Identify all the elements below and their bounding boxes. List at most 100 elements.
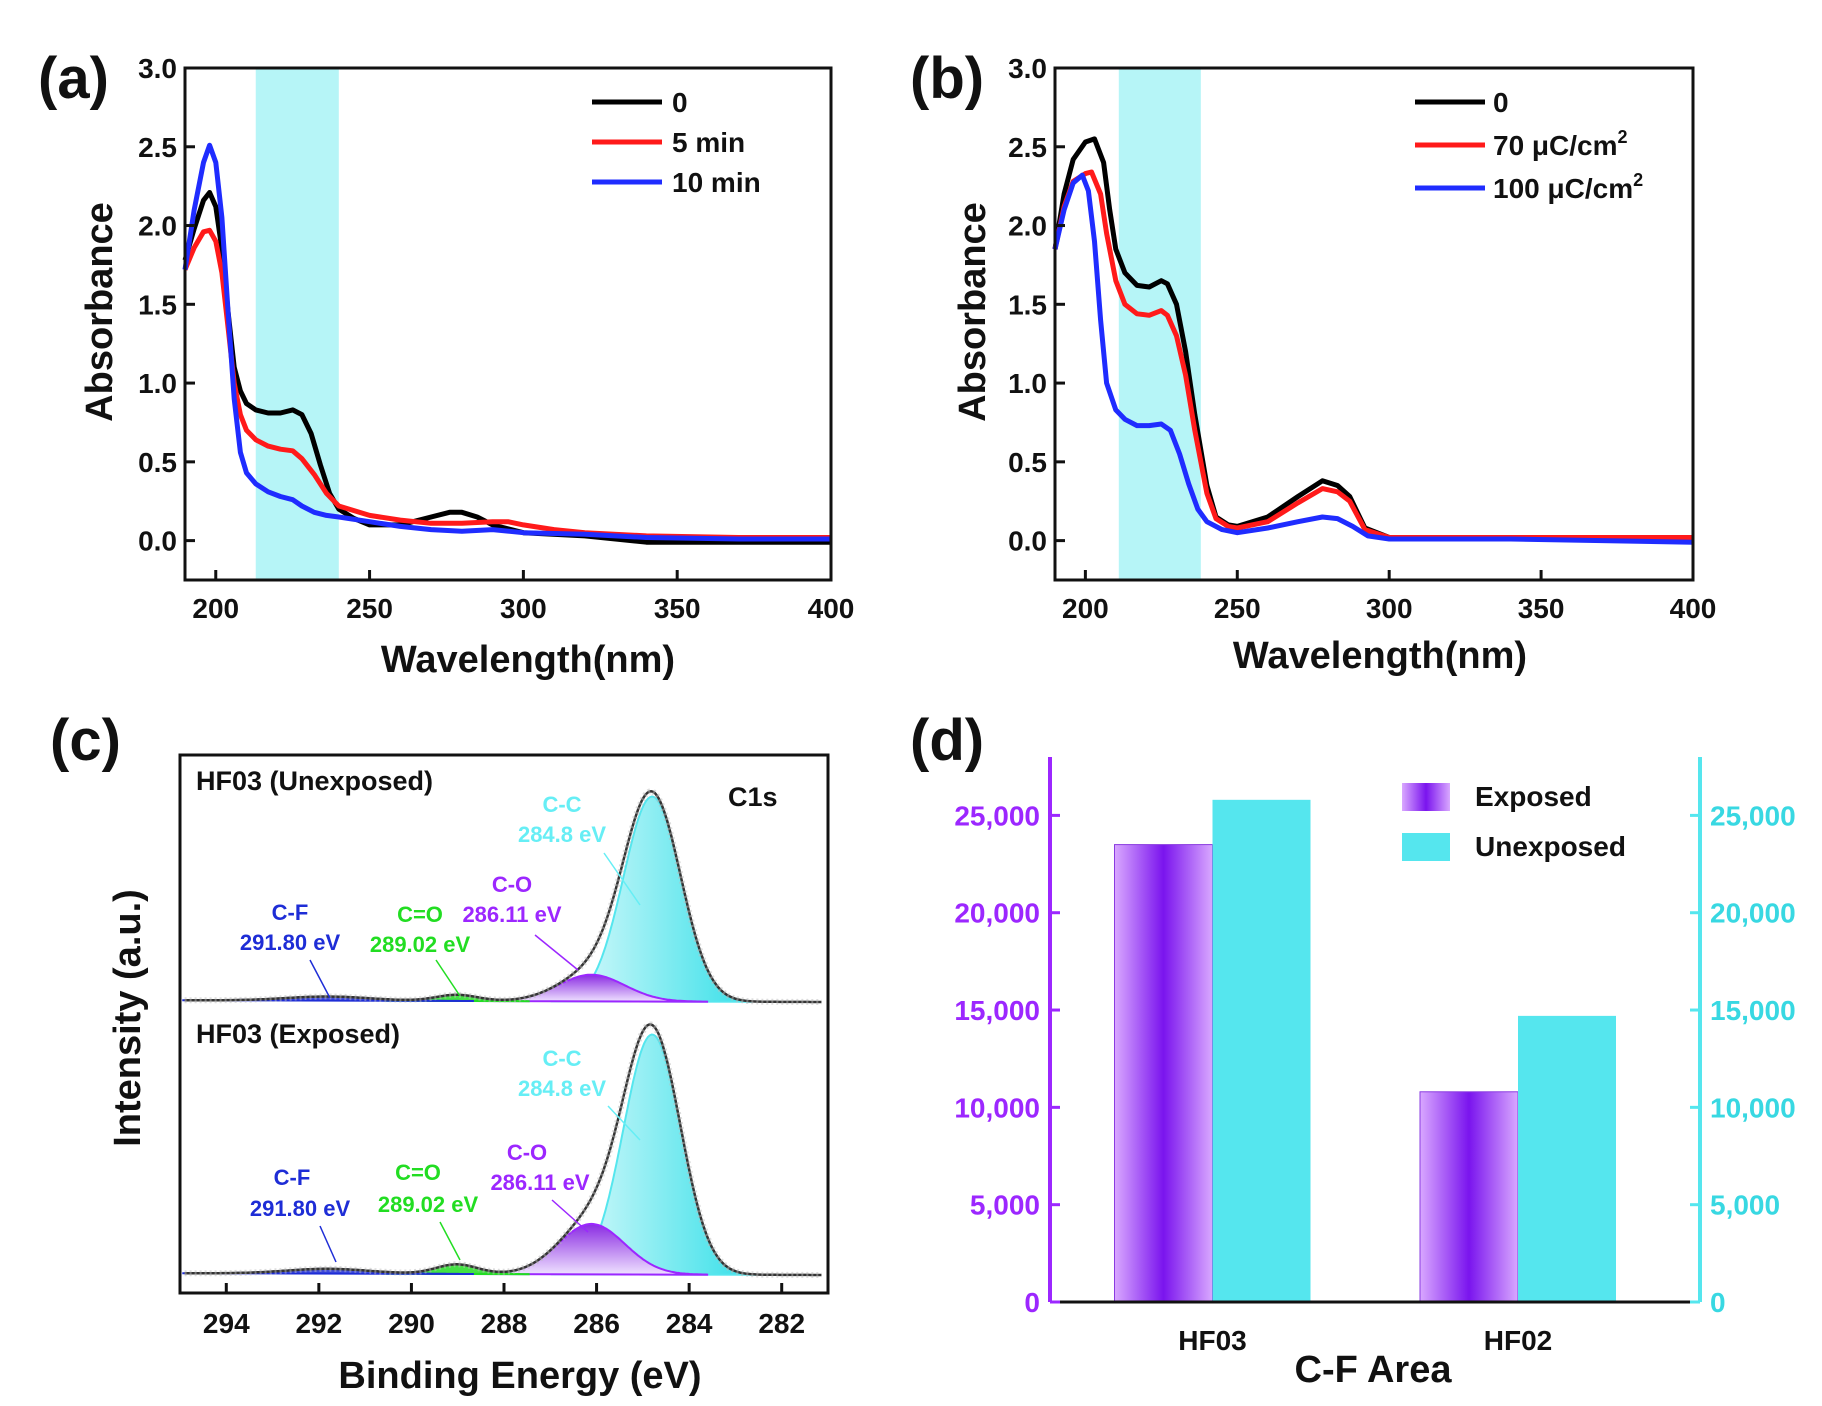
peak-energy-label: 289.02 eV	[378, 1192, 479, 1217]
x-tick-label: 290	[388, 1308, 435, 1339]
peak-label: C-C	[542, 792, 581, 817]
x-tick-label: 200	[192, 593, 239, 624]
y-tick-label: 1.5	[1008, 289, 1047, 320]
legend-label: 0	[672, 87, 688, 118]
y-tick-label-left: 25,000	[954, 800, 1040, 831]
peak-energy-label: 289.02 eV	[370, 932, 471, 957]
absorption-band-highlight	[1118, 68, 1201, 580]
peak-energy-label: 286.11 eV	[462, 902, 561, 927]
leader-line	[551, 1199, 589, 1233]
panel-b-uv-spectra-dose: 200 250 300 350 400 0.0 0.5 1.0 1.5 2.0 2.5 3.0 Wav…	[952, 53, 1716, 677]
x-tick-label: 350	[1518, 593, 1565, 624]
spectrum-label-exposed: HF03 (Exposed)	[196, 1019, 400, 1049]
y-tick-label: 2.0	[1008, 211, 1047, 242]
x-tick-label: 400	[1670, 593, 1717, 624]
panel-label-d: (d)	[910, 708, 984, 773]
y-tick-label-left: 10,000	[954, 1092, 1040, 1123]
series-line	[182, 142, 831, 542]
y-tick-label-left: 5,000	[970, 1190, 1040, 1221]
peak-energy-label: 291.80 eV	[240, 930, 341, 955]
y-axis-title: Intensity (a.u.)	[107, 889, 149, 1147]
series-line	[182, 227, 831, 540]
x-axis-title: C-F Area	[1295, 1349, 1453, 1391]
legend-label: 0	[1493, 87, 1509, 118]
y-tick-label: 1.5	[138, 289, 177, 320]
x-tick-label: 292	[295, 1308, 342, 1339]
peak-label: C-F	[272, 900, 309, 925]
axis-ticks: 200 250 300 350 400 0.0 0.5 1.0 1.5 2.0 2.5 3.0	[138, 53, 854, 624]
legend: 0 5 min 10 min	[592, 87, 761, 198]
x-category-label: HF02	[1484, 1325, 1552, 1356]
axis-ticks: 0 0 5,000 5,000 10,000 10,000 15,000 15,000 20,0…	[954, 800, 1795, 1318]
axis-ticks: 294 292 290 288 286 284 282	[203, 1283, 805, 1339]
bar-unexposed	[1212, 799, 1311, 1302]
legend-swatch-exposed	[1402, 783, 1450, 811]
x-tick-label: 286	[573, 1308, 620, 1339]
y-tick-label-left: 0	[1024, 1287, 1040, 1318]
peak-label: C=O	[395, 1160, 441, 1185]
panel-d-cf-area-bars: HF03 HF02 0 0 5,000 5,000 10,000 10,000 15,000 1…	[954, 757, 1796, 1391]
y-tick-label: 0.5	[1008, 447, 1047, 478]
peak-annotations: C-C 284.8 eV C-O 286.11 eV C=O 289.02 eV…	[240, 792, 641, 1263]
peak-label: C-C	[542, 1046, 581, 1071]
y-axis-title: Absorbance	[79, 202, 121, 422]
panel-label-a: (a)	[38, 46, 109, 111]
spectrum-label-unexposed: HF03 (Unexposed)	[196, 766, 433, 796]
x-tick-label: 300	[500, 593, 547, 624]
series-line	[1052, 136, 1693, 540]
x-category-label: HF03	[1178, 1325, 1246, 1356]
leader-line	[607, 1105, 641, 1141]
x-axis-title: Binding Energy (eV)	[338, 1355, 701, 1397]
y-tick-label-right: 25,000	[1710, 800, 1796, 831]
y-tick-label-right: 0	[1710, 1287, 1726, 1318]
leader-line	[534, 934, 579, 971]
y-tick-label: 0.5	[138, 447, 177, 478]
y-tick-label: 3.0	[138, 53, 177, 84]
core-level-label: C1s	[728, 782, 778, 812]
leader-line	[435, 959, 461, 997]
y-tick-label: 1.0	[1008, 368, 1047, 399]
bar-unexposed	[1518, 1015, 1616, 1302]
panel-c-xps-c1s: 294 292 290 288 286 284 282 HF03 (Unexposed) H…	[107, 753, 830, 1397]
x-tick-label: 250	[346, 593, 393, 624]
legend-label: Unexposed	[1475, 831, 1626, 862]
axis-ticks: 200 250 300 350 400 0.0 0.5 1.0 1.5 2.0 2.5 3.0	[1008, 53, 1716, 624]
peak-energy-label: 284.8 eV	[518, 822, 606, 847]
legend-label: Exposed	[1475, 781, 1592, 812]
x-tick-label: 294	[203, 1308, 250, 1339]
plot-frame	[183, 66, 833, 582]
peak-label: C=O	[397, 902, 443, 927]
x-axis-title: Wavelength(nm)	[1233, 635, 1527, 677]
peak-energy-label: 286.11 eV	[490, 1170, 589, 1195]
legend-swatch-unexposed	[1402, 833, 1450, 861]
bar-exposed	[1419, 1091, 1519, 1303]
spectrum-lines	[182, 142, 831, 545]
x-tick-label: 284	[666, 1308, 713, 1339]
raw-data-points	[184, 1021, 822, 1278]
y-tick-label: 2.5	[1008, 132, 1047, 163]
y-tick-label: 2.5	[138, 132, 177, 163]
y-tick-label-right: 10,000	[1710, 1092, 1796, 1123]
spectrum-lines	[1052, 136, 1694, 545]
peak-energy-label: 284.8 eV	[518, 1076, 606, 1101]
series-line	[1052, 169, 1693, 540]
plot-frame	[1053, 66, 1695, 582]
y-axis-title: Absorbance	[952, 202, 994, 422]
bars: HF03 HF02	[1114, 799, 1616, 1356]
x-tick-label: 300	[1366, 593, 1413, 624]
y-tick-label-right: 15,000	[1710, 995, 1796, 1026]
legend-label: 100 μC/cm2	[1493, 170, 1643, 204]
x-tick-label: 282	[758, 1308, 805, 1339]
peak-label: C-O	[492, 872, 532, 897]
y-tick-label: 2.0	[138, 211, 177, 242]
leader-line	[439, 1221, 461, 1261]
peak-label: C-F	[274, 1165, 311, 1190]
legend: Exposed Unexposed	[1402, 781, 1626, 862]
envelope-line	[184, 1023, 822, 1277]
y-tick-label: 1.0	[138, 368, 177, 399]
bar-exposed	[1114, 844, 1213, 1303]
panel-a-uv-spectra-time: 200 250 300 350 400 0.0 0.5 1.0 1.5 2.0 2.5 3.0 Wav…	[79, 53, 854, 681]
y-tick-label-left: 20,000	[954, 898, 1040, 929]
legend-label: 5 min	[672, 127, 745, 158]
x-tick-label: 400	[808, 593, 855, 624]
